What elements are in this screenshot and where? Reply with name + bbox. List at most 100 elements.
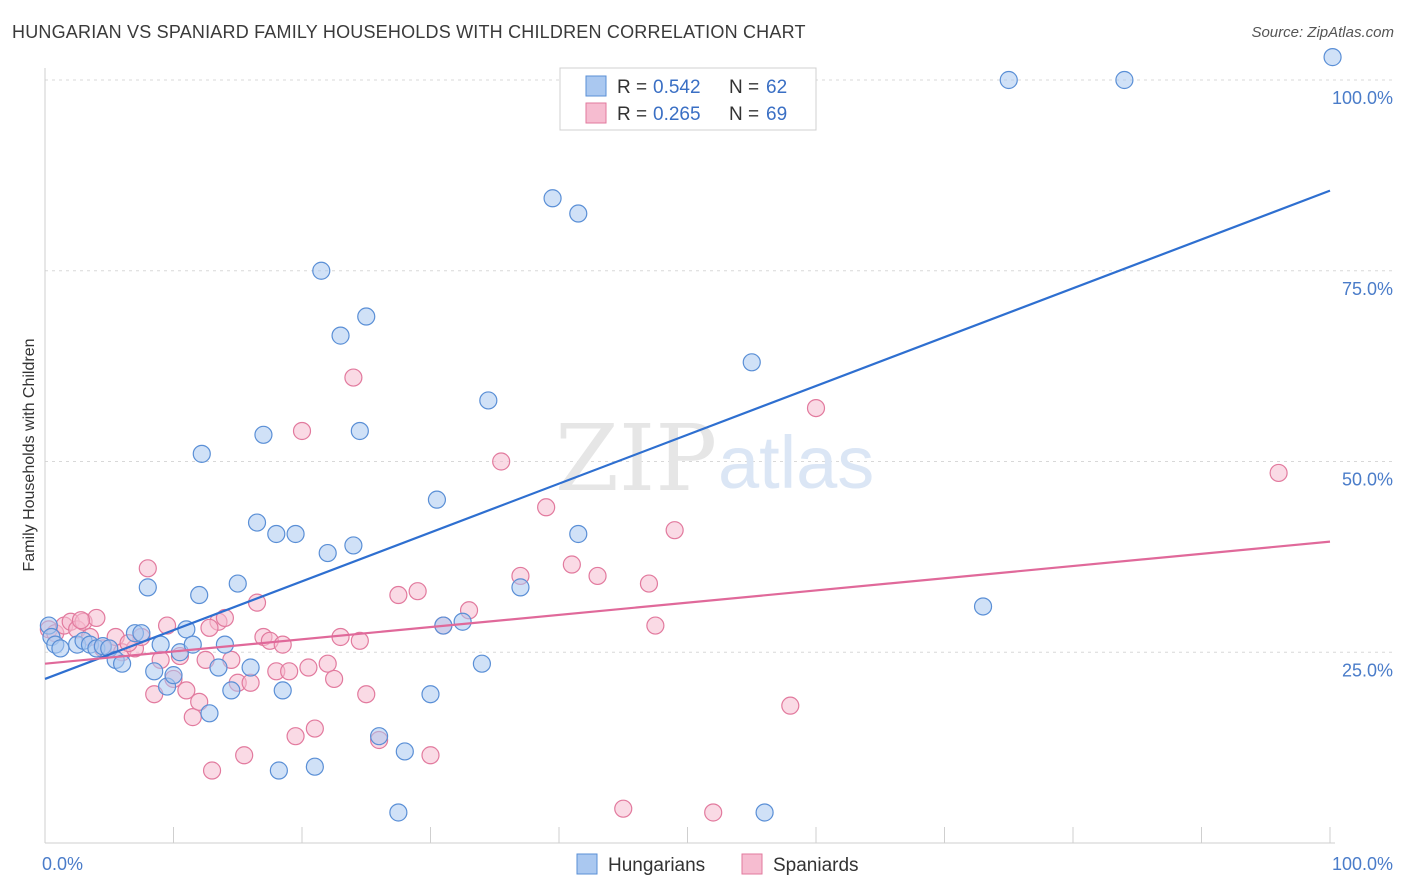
- hungarian-point-47: [427, 490, 447, 509]
- hungarian-point-24: [200, 704, 219, 723]
- hungarian-point-55: [569, 524, 588, 544]
- legend-swatch-hungarians: [585, 75, 607, 97]
- y-tick-label-0: 100.0%: [1332, 88, 1393, 108]
- spaniard-point-56: [562, 555, 581, 574]
- spaniard-point-61: [665, 521, 684, 540]
- spaniard-point-65: [1269, 463, 1288, 483]
- hungarian-point-38: [318, 543, 337, 563]
- watermark: ZIP atlas: [555, 405, 874, 512]
- hungarian-point-18: [164, 666, 183, 685]
- trendlines: [44, 189, 1331, 680]
- hungarian-point-35: [286, 524, 305, 544]
- spaniard-trendline: [44, 540, 1331, 665]
- hungarian-point-45: [395, 742, 414, 761]
- spaniard-point-30: [241, 673, 260, 692]
- hungarian-point-25: [209, 658, 228, 677]
- hungarian-point-50: [472, 654, 491, 673]
- legend-swatch-spaniards: [585, 102, 607, 124]
- spaniard-point-59: [639, 574, 659, 593]
- spaniard-point-63: [781, 696, 800, 715]
- bottom-legend-swatch-hungarians: [576, 853, 598, 875]
- spaniard-point-48: [389, 585, 408, 605]
- spaniard-point-68: [200, 618, 219, 637]
- hungarian-point-60: [1115, 70, 1134, 90]
- hungarian-point-28: [228, 574, 247, 593]
- spaniard-point-7: [87, 608, 106, 628]
- hungarian-point-32: [267, 524, 286, 544]
- hungarian-point-16: [151, 635, 170, 654]
- hungarian-point-42: [357, 307, 376, 326]
- legend-n-label-2: N =: [729, 104, 759, 125]
- legend-r-label-2: R =: [617, 104, 647, 125]
- legend-r-value-1: 0.542: [653, 77, 701, 98]
- hungarian-point-30: [247, 513, 267, 532]
- x-tick-label-0: 0.0%: [42, 854, 83, 874]
- spaniard-point-60: [646, 616, 665, 635]
- hungarian-point-36: [305, 757, 324, 776]
- hungarian-point-31: [254, 425, 273, 444]
- hungarian-point-15: [145, 662, 164, 681]
- spaniard-point-37: [286, 727, 305, 746]
- spaniard-point-29: [235, 746, 254, 765]
- gridlines: [45, 79, 1395, 653]
- hungarian-point-59: [999, 70, 1018, 90]
- spaniard-point-66: [71, 611, 91, 630]
- x-tick-label-1: 100.0%: [1332, 854, 1393, 874]
- hungarians-points: [39, 48, 1342, 822]
- hungarian-trendline: [44, 189, 1331, 680]
- spaniard-point-57: [588, 566, 607, 586]
- hungarian-point-26: [215, 635, 234, 654]
- spaniard-point-55: [537, 498, 556, 517]
- watermark-atlas: atlas: [718, 421, 874, 504]
- legend-n-label-1: N =: [729, 77, 759, 98]
- spaniard-point-36: [280, 662, 299, 681]
- bottom-legend: Hungarians Spaniards: [576, 853, 859, 876]
- spaniard-point-39: [299, 658, 318, 677]
- legend-n-value-2: 69: [766, 104, 787, 125]
- legend-r-value-2: 0.265: [653, 104, 701, 125]
- bottom-legend-swatch-spaniards: [741, 853, 763, 875]
- hungarian-point-52: [511, 578, 530, 597]
- spaniard-point-58: [614, 799, 633, 818]
- y-tick-label-2: 50.0%: [1342, 470, 1393, 490]
- hungarian-point-37: [312, 261, 331, 280]
- spaniard-point-45: [350, 631, 369, 650]
- spaniard-point-64: [806, 398, 826, 418]
- hungarian-point-54: [569, 204, 588, 223]
- spaniard-point-40: [305, 719, 324, 738]
- hungarian-point-3: [51, 639, 70, 658]
- bottom-legend-hungarians: Hungarians: [608, 855, 705, 876]
- x-tick-labels: 0.0% 100.0%: [42, 854, 1393, 874]
- hungarian-point-11: [112, 654, 132, 673]
- y-tick-label-3: 25.0%: [1342, 660, 1393, 680]
- chart-title: HUNGARIAN VS SPANIARD FAMILY HOUSEHOLDS …: [12, 22, 806, 42]
- spaniard-point-38: [292, 421, 312, 441]
- spaniard-point-14: [138, 559, 157, 578]
- hungarian-point-49: [453, 612, 472, 631]
- hungarian-point-33: [269, 761, 288, 780]
- y-tick-labels: 100.0% 75.0% 50.0% 25.0%: [1332, 88, 1393, 680]
- spaniard-point-22: [190, 692, 209, 711]
- hungarian-point-27: [222, 681, 241, 700]
- hungarian-point-43: [370, 727, 389, 746]
- legend-n-value-1: 62: [766, 77, 787, 98]
- spaniard-point-42: [325, 669, 344, 689]
- hungarian-point-41: [350, 421, 369, 441]
- hungarian-point-40: [344, 536, 363, 555]
- hungarian-point-58: [973, 597, 993, 616]
- hungarian-point-53: [543, 189, 562, 208]
- spaniard-point-21: [183, 708, 202, 727]
- hungarian-point-29: [241, 658, 260, 677]
- bottom-legend-spaniards: Spaniards: [773, 855, 859, 876]
- legend: R = 0.542 N = 62 R = 0.265 N = 69: [559, 67, 817, 131]
- legend-r-label-1: R =: [617, 77, 647, 98]
- spaniard-point-46: [357, 685, 376, 704]
- watermark-zip: ZIP: [555, 405, 717, 512]
- hungarian-point-57: [755, 803, 774, 822]
- hungarian-point-22: [190, 585, 209, 605]
- hungarian-point-56: [742, 353, 761, 372]
- hungarian-point-51: [479, 391, 498, 410]
- spaniard-point-24: [202, 761, 222, 780]
- hungarian-point-14: [138, 578, 157, 597]
